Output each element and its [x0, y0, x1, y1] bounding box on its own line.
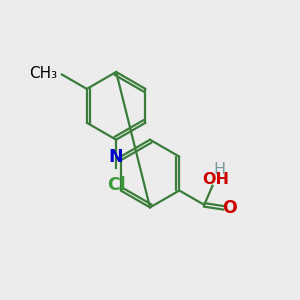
Text: H: H — [213, 162, 225, 177]
Text: O: O — [223, 199, 237, 217]
Text: Cl: Cl — [107, 176, 125, 194]
Text: OH: OH — [202, 172, 229, 187]
Text: CH₃: CH₃ — [29, 65, 58, 80]
Text: N: N — [108, 148, 123, 166]
